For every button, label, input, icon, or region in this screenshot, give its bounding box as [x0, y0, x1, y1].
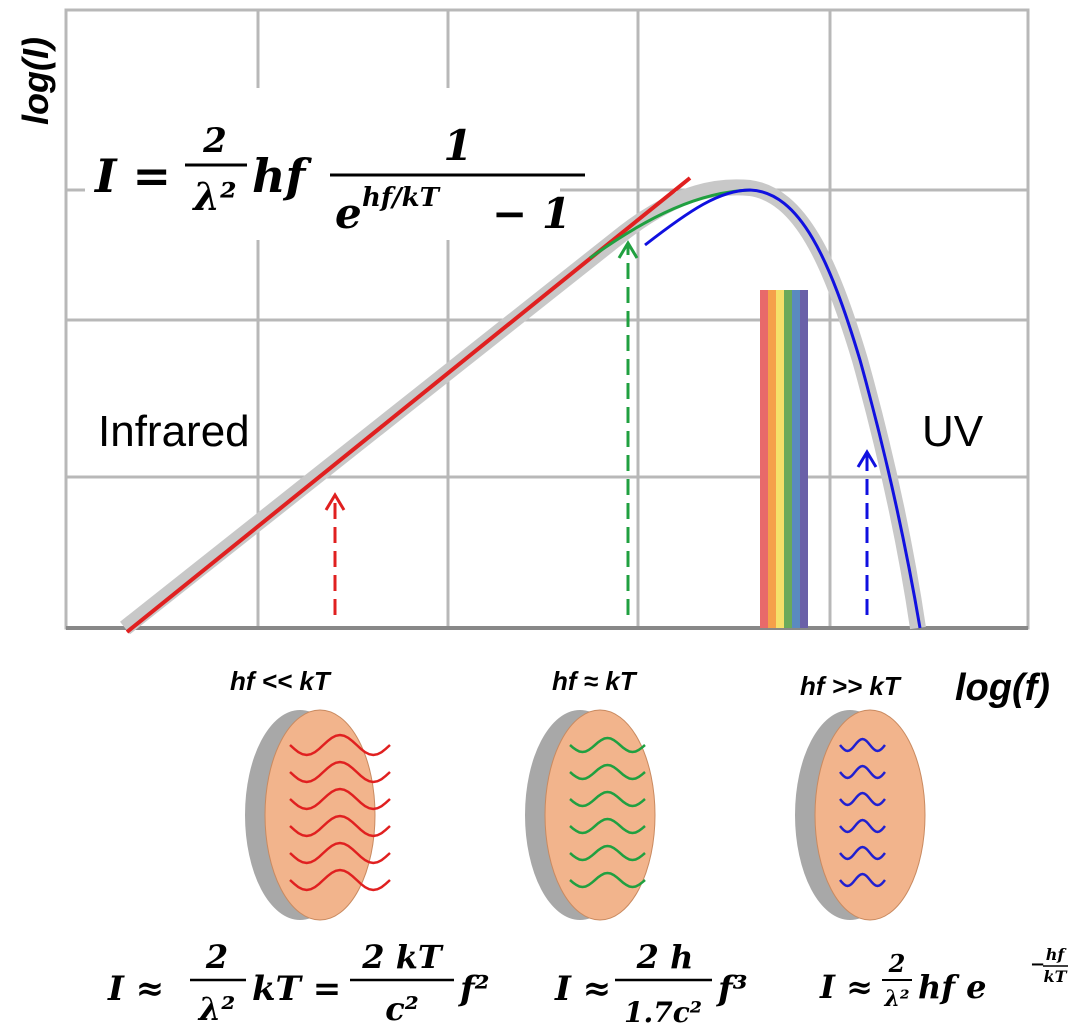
disk-face [814, 709, 926, 921]
arrow-heads [324, 240, 878, 511]
spectrum [760, 290, 808, 628]
formula-2: I ≈ 2 h 1.7c² f³ [554, 938, 748, 1029]
wave [289, 841, 391, 865]
wave [839, 818, 886, 834]
formula-text: 2 [205, 938, 228, 976]
wave [569, 871, 646, 889]
formula-text: e [335, 189, 362, 238]
disk-face [544, 709, 656, 921]
formula-text: hf [252, 149, 312, 203]
wave [569, 736, 646, 754]
wave [839, 737, 886, 753]
wave [569, 844, 646, 862]
regime-label: hf << kT [230, 666, 332, 696]
formula-text: 2 [202, 121, 227, 161]
formula-text: 2 h [636, 938, 694, 976]
formula-text: λ² [197, 990, 235, 1028]
wave [569, 790, 646, 808]
wave [289, 868, 391, 892]
formula-text: 2 [888, 949, 906, 978]
formula-text: 1.7c² [624, 996, 702, 1029]
formula-text: 1 [443, 121, 472, 170]
formula-text: kT [1044, 967, 1068, 986]
formula-text: 2 kT [361, 938, 444, 976]
formula-text: c² [385, 990, 419, 1028]
wave [839, 845, 886, 861]
region-label: UV [922, 407, 984, 456]
formula-text: hf e [918, 968, 987, 1006]
wave [569, 763, 646, 781]
formula-text: I ≈ [107, 969, 164, 1009]
formula-text: f² [458, 969, 490, 1009]
formula-background [85, 88, 560, 240]
formula-3: I ≈ 2 λ² hf e − hf kT [819, 945, 1068, 1012]
formula-text: I = [93, 149, 171, 203]
formula-text: λ² [191, 174, 236, 219]
formula-text: kT = [252, 969, 341, 1009]
region-label: Infrared [98, 407, 250, 456]
x-axis-label: log(f) [955, 667, 1050, 709]
wave [289, 787, 391, 811]
formula-1: I ≈ 2 λ² kT = 2 kT c² f² [107, 938, 490, 1028]
wave [839, 764, 886, 780]
arrows [333, 245, 869, 615]
wave [289, 814, 391, 838]
formula-text: λ² [883, 986, 909, 1012]
disk-face [264, 709, 376, 921]
regime-label: hf >> kT [800, 671, 902, 701]
disks [245, 709, 926, 921]
formula-text: hf [1046, 945, 1068, 964]
formula-text: − 1 [492, 189, 571, 238]
formula-text: − [1030, 954, 1045, 975]
y-axis-label: log(I) [15, 37, 56, 125]
wien-curve [644, 188, 922, 629]
main-formula: I = 2 λ² hf 1 e hf/kT − 1 [93, 121, 585, 238]
wave [569, 817, 646, 835]
formula-text: f³ [716, 969, 748, 1009]
wave [839, 791, 886, 807]
wave [289, 733, 391, 757]
formula-text: I ≈ [554, 969, 611, 1009]
formula-text: I ≈ [819, 968, 873, 1006]
wave [289, 760, 391, 784]
formula-text: hf/kT [362, 183, 441, 213]
wave [839, 872, 886, 888]
regime-label: hf ≈ kT [552, 666, 638, 696]
